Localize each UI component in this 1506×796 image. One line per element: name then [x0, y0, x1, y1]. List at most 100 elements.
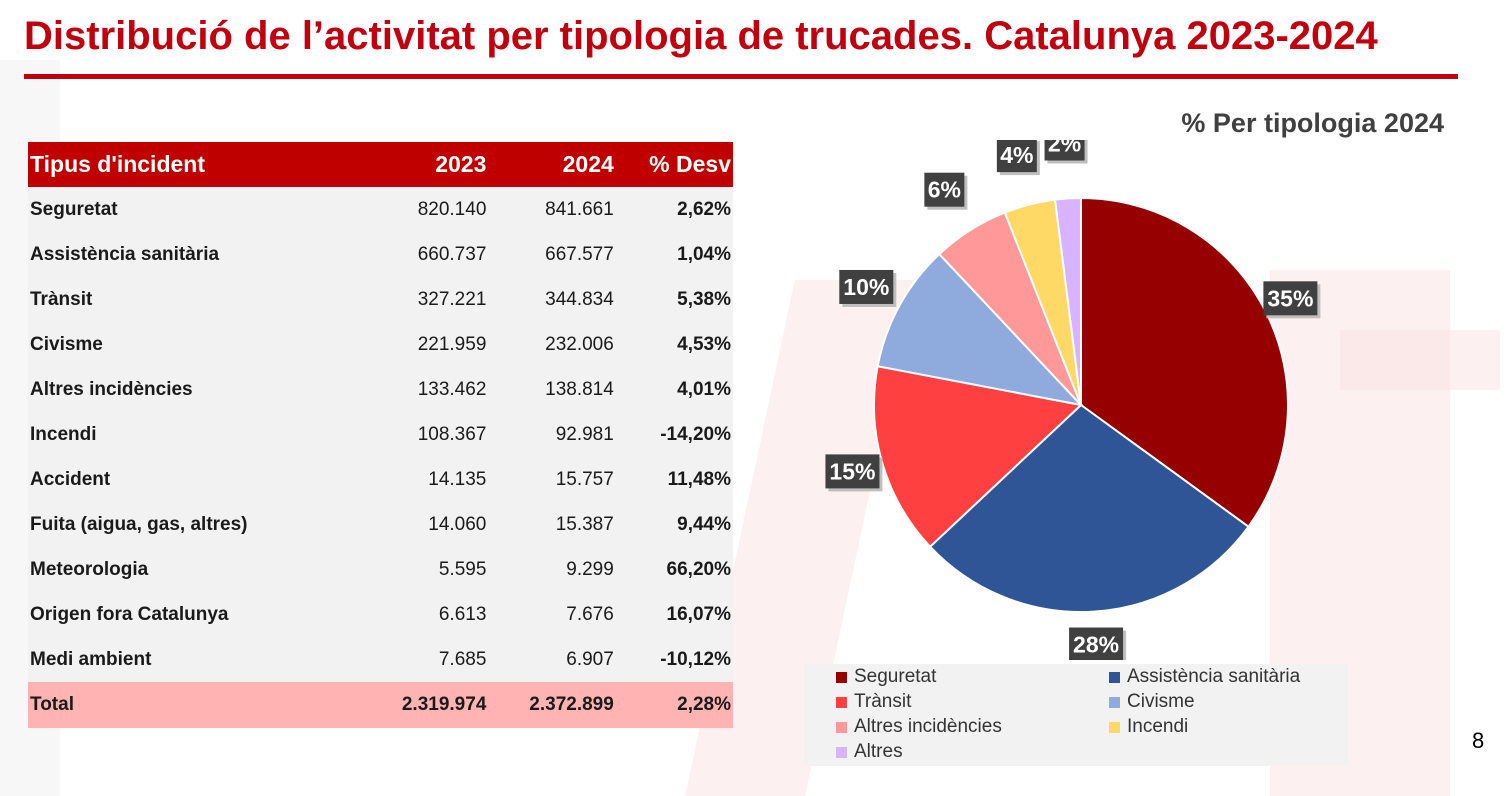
legend-label: Seguretat: [854, 666, 937, 687]
column-header-deviation: % Desv: [615, 142, 733, 187]
value-2023-cell: 14.135: [428, 468, 487, 490]
table-row: Accident 14.135 15.757 11,48%: [28, 457, 733, 502]
legend-label: Altres: [854, 741, 903, 762]
table-row: Seguretat 820.140 841.661 2,62%: [28, 187, 733, 232]
chart-legend: Seguretat Assistència sanitària Trànsit Civ…: [804, 664, 1348, 766]
slice-data-label: 10%: [839, 269, 897, 307]
incident-type-cell: Origen fora Catalunya: [30, 603, 229, 625]
value-2023-cell: 133.462: [417, 378, 487, 400]
pie-slice-7: [1053, 196, 1082, 406]
legend-item: Civisme: [1109, 691, 1195, 713]
legend-label: Incendi: [1127, 716, 1189, 737]
table-body: Seguretat 820.140 841.661 2,62% Assistència …: [28, 187, 733, 682]
legend-swatch: [1109, 671, 1120, 683]
deviation-cell: 5,38%: [677, 288, 731, 310]
deviation-cell: -10,12%: [660, 648, 731, 670]
incident-type-cell: Incendi: [30, 423, 97, 445]
incident-type-cell: Fuita (aigua, gas, altres): [30, 513, 248, 535]
value-2024-cell: 9.299: [566, 558, 614, 580]
legend-label: Altres incidències: [854, 716, 1002, 737]
table-row: Origen fora Catalunya 6.613 7.676 16,07%: [28, 592, 733, 637]
slice-label-text: 35%: [1267, 285, 1313, 311]
column-header-2023: 2023: [360, 142, 489, 187]
slice-label-text: 6%: [928, 177, 961, 203]
value-2023-cell: 108.367: [417, 423, 487, 445]
title-divider: [24, 74, 1458, 79]
slice-label-text: 28%: [1073, 632, 1119, 658]
legend-swatch: [836, 721, 847, 733]
deviation-cell: 2,62%: [677, 198, 731, 220]
slice-data-label: 6%: [924, 172, 968, 210]
table-row: Altres incidències 133.462 138.814 4,01%: [28, 367, 733, 412]
table-row: Incendi 108.367 92.981 -14,20%: [28, 412, 733, 457]
total-2024: 2.372.899: [529, 694, 614, 715]
deviation-cell: 1,04%: [677, 243, 731, 265]
slice-data-label: 4%: [996, 140, 1040, 176]
legend-item: Seguretat: [836, 666, 936, 688]
slice-label-text: 4%: [1000, 142, 1033, 168]
slice-data-label: 35%: [1263, 281, 1321, 319]
total-deviation: 2,28%: [677, 694, 731, 715]
legend-item: Altres: [836, 741, 903, 763]
slice-data-label: 28%: [1069, 627, 1127, 660]
pie-slice-2: [928, 403, 1250, 613]
slice-label-text: 10%: [843, 274, 889, 300]
slice-data-label: 15%: [825, 454, 883, 492]
column-header-incident-type: Tipus d'incident: [28, 142, 361, 187]
value-2024-cell: 15.387: [555, 513, 614, 535]
value-2023-cell: 5.595: [438, 558, 487, 580]
legend-item: Altres incidències: [836, 716, 1002, 738]
value-2023-cell: 14.060: [428, 513, 487, 535]
incident-type-cell: Seguretat: [30, 198, 118, 220]
legend-item: Trànsit: [836, 691, 911, 713]
value-2023-cell: 221.959: [417, 333, 487, 355]
incident-type-cell: Civisme: [30, 333, 103, 355]
value-2024-cell: 7.676: [566, 603, 614, 625]
table-row: Medi ambient 7.685 6.907 -10,12%: [28, 637, 733, 682]
page-title: Distribució de l’activitat per tipologia…: [24, 14, 1378, 58]
legend-swatch: [1109, 696, 1120, 708]
legend-swatch: [836, 746, 847, 758]
table-header-row: Tipus d'incident 2023 2024 % Desv: [28, 142, 733, 187]
table-row: Meteorologia 5.595 9.299 66,20%: [28, 547, 733, 592]
value-2024-cell: 232.006: [545, 333, 614, 355]
table-row: Fuita (aigua, gas, altres) 14.060 15.387 9,…: [28, 502, 733, 547]
legend-swatch: [836, 696, 847, 708]
pie-slice-4: [876, 252, 1084, 407]
value-2023-cell: 820.140: [417, 198, 487, 220]
slice-label-text: 15%: [829, 458, 875, 484]
incident-table: Tipus d'incident 2023 2024 % Desv Segure…: [28, 142, 733, 728]
legend-label: Trànsit: [854, 691, 912, 712]
background-decoration: [1340, 330, 1500, 390]
slice-label-text: 2%: [1048, 140, 1081, 157]
value-2024-cell: 667.577: [545, 243, 614, 265]
deviation-cell: -14,20%: [660, 423, 731, 445]
deviation-cell: 4,53%: [677, 333, 731, 355]
value-2024-cell: 15.757: [555, 468, 614, 490]
legend-swatch: [1109, 721, 1120, 733]
incident-type-cell: Accident: [30, 468, 111, 490]
legend-swatch: [836, 671, 847, 683]
value-2023-cell: 7.685: [438, 648, 487, 670]
value-2023-cell: 327.221: [417, 288, 487, 310]
chart-title: % Per tipologia 2024: [1181, 108, 1444, 138]
value-2024-cell: 6.907: [566, 648, 614, 670]
incident-type-cell: Altres incidències: [30, 378, 193, 400]
value-2024-cell: 138.814: [545, 378, 614, 400]
deviation-cell: 66,20%: [666, 558, 731, 580]
value-2024-cell: 344.834: [545, 288, 614, 310]
value-2023-cell: 660.737: [417, 243, 487, 265]
legend-item: Incendi: [1109, 716, 1188, 738]
incident-type-cell: Trànsit: [30, 288, 93, 310]
value-2024-cell: 841.661: [545, 198, 614, 220]
total-2023: 2.319.974: [401, 694, 487, 715]
deviation-cell: 11,48%: [667, 468, 731, 490]
deviation-cell: 4,01%: [677, 378, 731, 400]
deviation-cell: 16,07%: [666, 603, 731, 625]
legend-item: Assistència sanitària: [1109, 666, 1300, 688]
incident-type-cell: Medi ambient: [30, 648, 152, 670]
table-row: Trànsit 327.221 344.834 5,38%: [28, 277, 733, 322]
incident-type-cell: Assistència sanitària: [30, 243, 220, 265]
total-row: Total 2.319.974 2.372.899 2,28%: [28, 682, 733, 728]
legend-label: Assistència sanitària: [1127, 666, 1301, 687]
